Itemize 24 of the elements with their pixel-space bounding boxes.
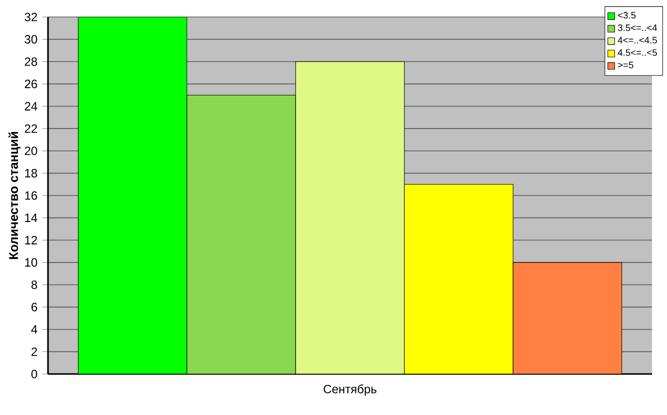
y-tick-label: 32 — [24, 12, 37, 22]
y-tick-label: 16 — [25, 191, 38, 200]
y-tick-label: 22 — [24, 124, 37, 133]
y-tick-label: 2 — [32, 347, 37, 356]
y-tick-label: 24 — [24, 102, 38, 110]
y-tick-label: 10 — [25, 258, 38, 267]
y-tick-label: 6 — [32, 302, 38, 312]
y-axis-title: Количество станций — [8, 132, 20, 259]
x-tick-label: Сентябрь — [324, 384, 376, 396]
y-tick-label: 0 — [31, 370, 38, 378]
legend-label: 3.5<=..<4 — [618, 24, 658, 32]
legend-label: <3.5 — [618, 12, 636, 18]
y-tick-label: 28 — [24, 57, 38, 66]
y-tick-label: 4 — [31, 325, 38, 334]
y-tick-label: 14 — [25, 214, 38, 222]
legend-label: 4.5<=..<5 — [618, 49, 657, 56]
y-tick-label: 30 — [24, 35, 38, 44]
legend-label: >=5 — [618, 62, 634, 68]
y-tick-label: 26 — [24, 80, 38, 88]
legend-label: 4<=..<4.5 — [618, 36, 657, 44]
y-tick-label: 12 — [25, 236, 37, 244]
y-tick-label: 8 — [31, 280, 38, 290]
y-tick-label: 18 — [25, 168, 38, 178]
y-tick-label: 20 — [24, 146, 38, 156]
